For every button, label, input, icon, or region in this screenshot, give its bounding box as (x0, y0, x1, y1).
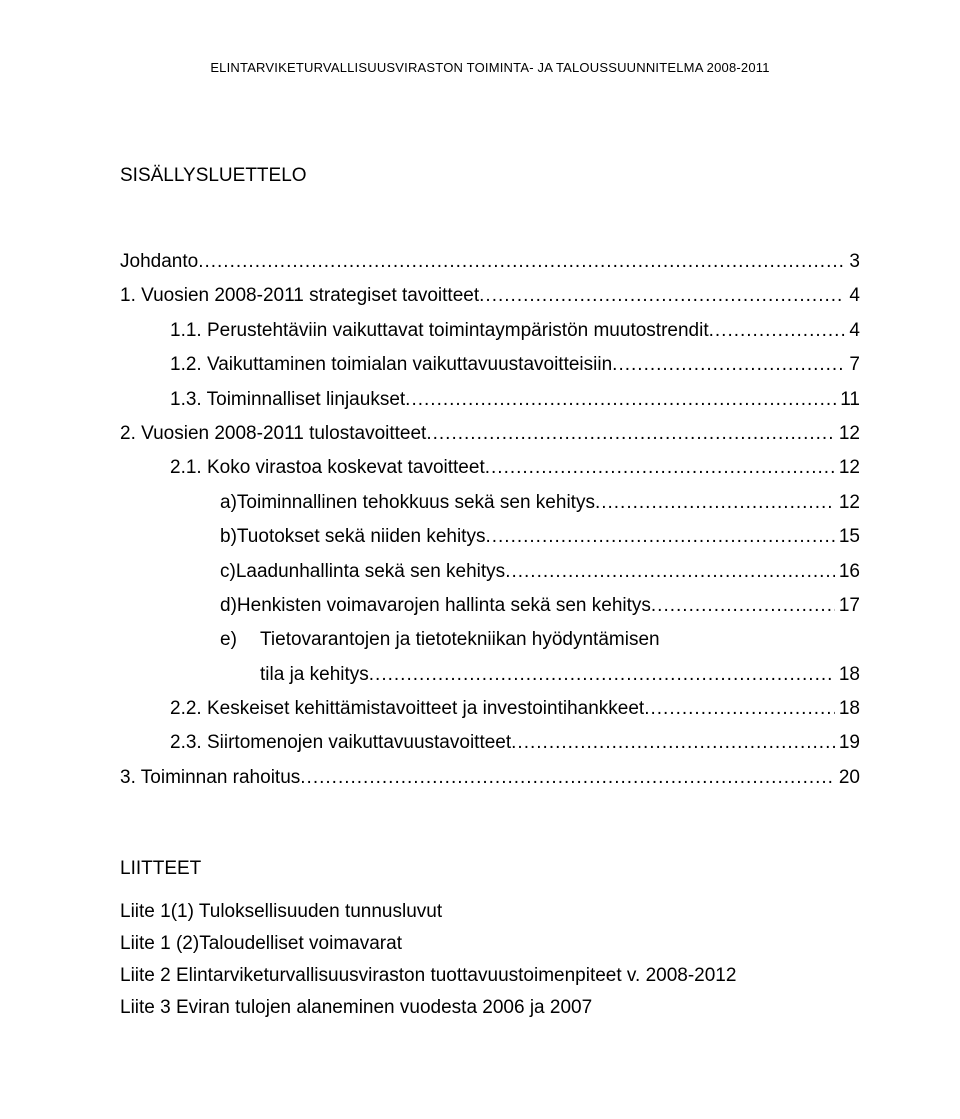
toc-label: 2.1. Koko virastoa koskevat tavoitteet (170, 453, 485, 483)
toc-leader: ........................................… (595, 488, 835, 518)
toc-label: Johdanto (120, 247, 198, 277)
attachments-title: LIITTEET (120, 853, 860, 885)
toc-label: Henkisten voimavarojen hallinta sekä sen… (237, 591, 651, 621)
attachment-item: Liite 1(1) Tuloksellisuuden tunnusluvut (120, 896, 860, 928)
attachment-item: Liite 1 (2)Taloudelliset voimavarat (120, 928, 860, 960)
toc-leader: ........................................… (651, 591, 835, 621)
toc-leader: ........................................… (198, 247, 845, 277)
toc-label: 2. Vuosien 2008-2011 tulostavoitteet (120, 419, 426, 449)
toc-leader: ........................................… (479, 281, 845, 311)
attachments-section: LIITTEET Liite 1(1) Tuloksellisuuden tun… (120, 853, 860, 1024)
toc-page: 12 (835, 419, 860, 449)
toc-page: 12 (835, 453, 860, 483)
toc-page: 12 (835, 488, 860, 518)
toc-letter: a) (220, 488, 237, 518)
toc-leader: ........................................… (511, 728, 835, 758)
toc-label: 1.1. Perustehtäviin vaikuttavat toiminta… (170, 316, 709, 346)
document-page: ELINTARVIKETURVALLISUUSVIRASTON TOIMINTA… (0, 0, 960, 1119)
toc-label: Tietovarantojen ja tietotekniikan hyödyn… (260, 625, 660, 655)
toc-entry: c) Laadunhallinta sekä sen kehitys .....… (120, 557, 860, 587)
toc-leader: ........................................… (505, 557, 835, 587)
toc-entry: 1.1. Perustehtäviin vaikuttavat toiminta… (120, 316, 860, 346)
toc-label: 2.2. Keskeiset kehittämistavoitteet ja i… (170, 694, 644, 724)
toc-page: 18 (835, 660, 860, 690)
toc-leader: ........................................… (405, 385, 836, 415)
toc-letter: c) (220, 557, 236, 587)
toc-letter: e) (220, 625, 260, 655)
toc-page: 4 (845, 281, 860, 311)
toc-page: 15 (835, 522, 860, 552)
attachment-item: Liite 3 Eviran tulojen alaneminen vuodes… (120, 992, 860, 1024)
toc-label: Toiminnallinen tehokkuus sekä sen kehity… (237, 488, 595, 518)
toc-label: 1.3. Toiminnalliset linjaukset (170, 385, 405, 415)
toc-leader: ........................................… (644, 694, 835, 724)
toc-page: 7 (845, 350, 860, 380)
toc-page: 20 (835, 763, 860, 793)
table-of-contents: Johdanto ...............................… (120, 247, 860, 793)
toc-entry: e) Tietovarantojen ja tietotekniikan hyö… (120, 625, 860, 690)
toc-label: Tuotokset sekä niiden kehitys (237, 522, 486, 552)
toc-entry: 1.2. Vaikuttaminen toimialan vaikuttavuu… (120, 350, 860, 380)
toc-page: 11 (836, 385, 860, 415)
toc-letter: d) (220, 591, 237, 621)
toc-leader: ........................................… (709, 316, 846, 346)
toc-label: 2.3. Siirtomenojen vaikuttavuustavoittee… (170, 728, 511, 758)
toc-entry: 3. Toiminnan rahoitus ..................… (120, 763, 860, 793)
page-header: ELINTARVIKETURVALLISUUSVIRASTON TOIMINTA… (120, 60, 860, 75)
toc-label: 3. Toiminnan rahoitus (120, 763, 300, 793)
toc-entry: 1. Vuosien 2008-2011 strategiset tavoitt… (120, 281, 860, 311)
toc-title: SISÄLLYSLUETTELO (120, 165, 860, 187)
toc-entry: 2. Vuosien 2008-2011 tulostavoitteet ...… (120, 419, 860, 449)
toc-page: 4 (845, 316, 860, 346)
toc-entry: a) Toiminnallinen tehokkuus sekä sen keh… (120, 488, 860, 518)
toc-label: 1. Vuosien 2008-2011 strategiset tavoitt… (120, 281, 479, 311)
toc-label: Laadunhallinta sekä sen kehitys (236, 557, 505, 587)
toc-entry: b) Tuotokset sekä niiden kehitys .......… (120, 522, 860, 552)
toc-leader: ........................................… (426, 419, 835, 449)
toc-page: 18 (835, 694, 860, 724)
toc-entry: 2.3. Siirtomenojen vaikuttavuustavoittee… (120, 728, 860, 758)
toc-leader: ........................................… (612, 350, 845, 380)
toc-entry: d) Henkisten voimavarojen hallinta sekä … (120, 591, 860, 621)
toc-entry: 2.1. Koko virastoa koskevat tavoitteet .… (120, 453, 860, 483)
toc-page: 19 (835, 728, 860, 758)
attachment-item: Liite 2 Elintarviketurvallisuusviraston … (120, 960, 860, 992)
toc-leader: ........................................… (485, 453, 835, 483)
toc-label-line2: tila ja kehitys (260, 660, 369, 690)
toc-entry: 1.3. Toiminnalliset linjaukset .........… (120, 385, 860, 415)
toc-entry: Johdanto ...............................… (120, 247, 860, 277)
toc-leader: ........................................… (485, 522, 834, 552)
toc-leader: ........................................… (369, 660, 835, 690)
toc-leader: ........................................… (300, 763, 835, 793)
toc-letter: b) (220, 522, 237, 552)
toc-page: 17 (835, 591, 860, 621)
toc-page: 3 (845, 247, 860, 277)
toc-label: 1.2. Vaikuttaminen toimialan vaikuttavuu… (170, 350, 612, 380)
toc-entry: 2.2. Keskeiset kehittämistavoitteet ja i… (120, 694, 860, 724)
toc-page: 16 (835, 557, 860, 587)
